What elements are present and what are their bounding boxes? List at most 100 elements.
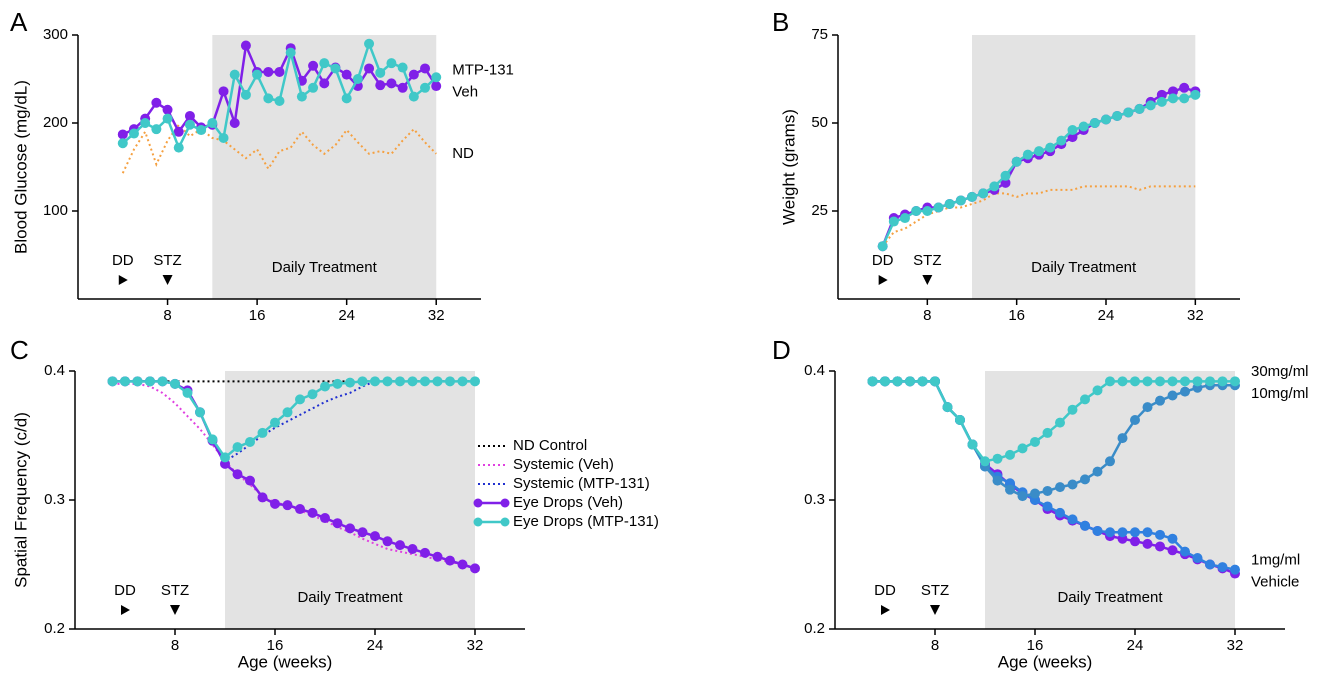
data-point [978,188,989,199]
data-point [173,126,184,137]
data-point [319,58,330,69]
data-point [1155,376,1165,387]
data-point [1168,93,1178,104]
event-arrow [878,275,888,285]
data-point [1142,538,1153,549]
series-label: MTP-131 [452,62,514,79]
data-point [888,216,899,227]
data-point [432,376,443,387]
data-point [1067,132,1078,143]
data-point [240,89,251,100]
data-point [151,124,162,135]
data-point [162,113,173,124]
data-point [992,453,1003,464]
data-point [420,82,431,93]
x-tick-label: 24 [1127,637,1144,654]
x-tick-label: 8 [931,637,939,654]
y-tick-label: 0.3 [804,491,825,508]
event-label: DD [112,252,134,269]
data-point [1117,433,1128,444]
data-point [263,93,274,104]
legend-label: ND Control [513,437,587,454]
data-point [395,376,405,387]
data-point [1217,376,1228,387]
event-arrow [170,605,180,615]
x-tick-label: 32 [467,637,484,654]
data-point [357,527,368,538]
panel-letter: A [10,7,28,37]
data-point [117,129,128,140]
data-point [880,376,890,387]
series-label: 30mg/ml [1251,363,1309,380]
y-tick-label: 0.2 [44,620,65,637]
data-point [1167,390,1178,401]
data-point [270,417,280,428]
data-point [1142,527,1153,538]
data-point [1092,385,1103,396]
data-point [1155,541,1165,552]
data-point [1045,142,1056,153]
data-point [1078,121,1089,132]
panel: B Daily Treatment DD STZ 25 50 75 8 16 24 32 Weight… [772,7,1240,324]
data-point [170,378,180,389]
data-point [252,69,263,80]
data-point [1022,149,1033,160]
data-point [1167,545,1178,556]
event-label: DD [114,582,136,599]
data-point [341,93,352,104]
data-point [1055,417,1065,428]
data-point [182,387,193,398]
data-point [1080,394,1090,405]
data-point [382,376,393,387]
data-point [245,475,255,486]
x-tick-label: 8 [163,307,171,324]
shade-label: Daily Treatment [272,259,378,276]
series-label: 1mg/ml [1251,552,1300,569]
data-point [1101,114,1111,125]
event-label: DD [872,252,894,269]
data-point [1156,96,1167,107]
shade-label: Daily Treatment [1031,259,1137,276]
data-point [420,63,431,74]
event-label: DD [874,582,896,599]
y-axis-label: Blood Glucose (mg/dL) [11,80,30,254]
data-point [1192,376,1203,387]
series-label: ND [452,145,474,162]
data-point [407,544,418,555]
y-tick-label: 75 [811,26,828,43]
legend-label: Eye Drops (MTP-131) [513,513,659,530]
y-tick-label: 300 [43,26,68,43]
y-axis-label: Weight (grams) [779,109,798,225]
data-point [877,241,888,252]
data-point [470,376,480,387]
data-point [420,376,430,387]
data-point [1205,376,1215,387]
x-tick-label: 16 [1008,307,1025,324]
data-point [117,138,128,149]
data-point [1142,376,1153,387]
data-point [432,551,443,562]
data-point [263,66,274,77]
data-point [1179,82,1190,93]
data-point [364,38,375,49]
event-arrow [162,275,173,285]
legend-marker [500,498,510,508]
data-point [457,376,468,387]
x-tick-label: 32 [428,307,445,324]
data-point [1117,376,1128,387]
data-point [140,118,151,128]
data-point [1156,89,1167,100]
data-point [1130,527,1140,538]
data-point [229,69,240,80]
data-point [128,128,139,139]
data-point [308,60,319,71]
data-point [151,97,162,108]
data-point [1092,466,1103,477]
data-point [386,78,397,89]
panel-letter: C [10,335,29,365]
data-point [218,86,229,97]
data-point [184,110,195,121]
data-point [196,125,207,136]
data-point [345,523,355,534]
y-tick-label: 0.3 [44,491,65,508]
